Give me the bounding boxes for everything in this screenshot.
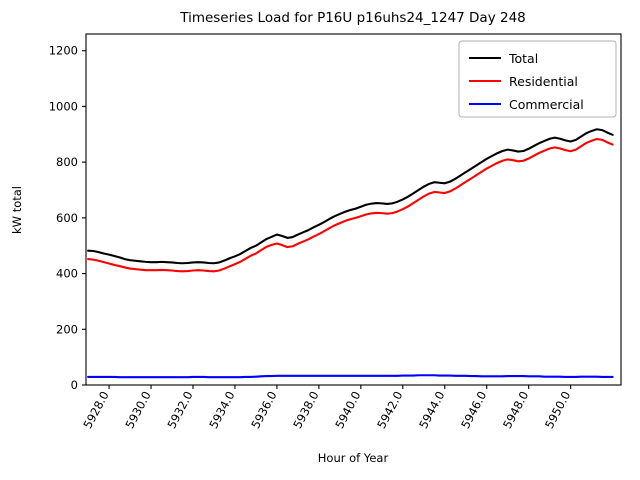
y-axis-label-group: kW total [10,186,24,234]
x-tick-label: 5930.0 [122,389,153,431]
x-tick-label: 5936.0 [248,389,279,431]
x-tick-label: 5950.0 [542,389,573,431]
x-tick-label: 5928.0 [80,389,111,431]
x-tick-label: 5940.0 [332,389,363,431]
y-tick-label: 400 [56,267,78,281]
series-line-residential [87,137,614,273]
legend-label-residential[interactable]: Residential [509,74,578,89]
y-axis-label: kW total [10,186,24,234]
data-series-group [87,128,614,379]
y-tick-label: 600 [56,211,78,225]
series-line-total [87,128,614,265]
x-tick-label: 5944.0 [416,389,447,431]
x-axis-label-group: Hour of Year [318,451,389,465]
y-tick-label: 200 [56,322,78,336]
y-axis-ticks: 0 200 400 600 800 1000 1200 [49,44,86,392]
series-line-commercial [87,374,614,379]
legend-label-commercial[interactable]: Commercial [509,97,584,112]
x-tick-label: 5948.0 [500,389,531,431]
x-tick-label: 5942.0 [374,389,405,431]
y-tick-label: 800 [56,155,78,169]
page-title: Timeseries Load for P16U p16uhs24_1247 D… [179,10,526,26]
x-tick-label: 5934.0 [206,389,237,431]
chart-legend[interactable]: Total Residential Commercial [458,40,617,118]
x-tick-label: 5946.0 [458,389,489,431]
chart-title-group: Timeseries Load for P16U p16uhs24_1247 D… [179,10,526,26]
x-tick-label: 5938.0 [290,389,321,431]
x-axis-ticks: 5928.0 5930.0 5932.0 5934.0 5936.0 5938.0 5940… [80,385,573,431]
axes-spines [85,33,622,386]
legend-box [458,40,617,118]
legend-label-total[interactable]: Total [508,51,538,66]
y-tick-label: 0 [71,378,78,392]
x-tick-label: 5932.0 [164,389,195,431]
y-tick-label: 1200 [49,44,78,58]
x-axis-label: Hour of Year [318,451,389,465]
y-tick-label: 1000 [49,99,78,113]
plot-frame [85,33,622,386]
